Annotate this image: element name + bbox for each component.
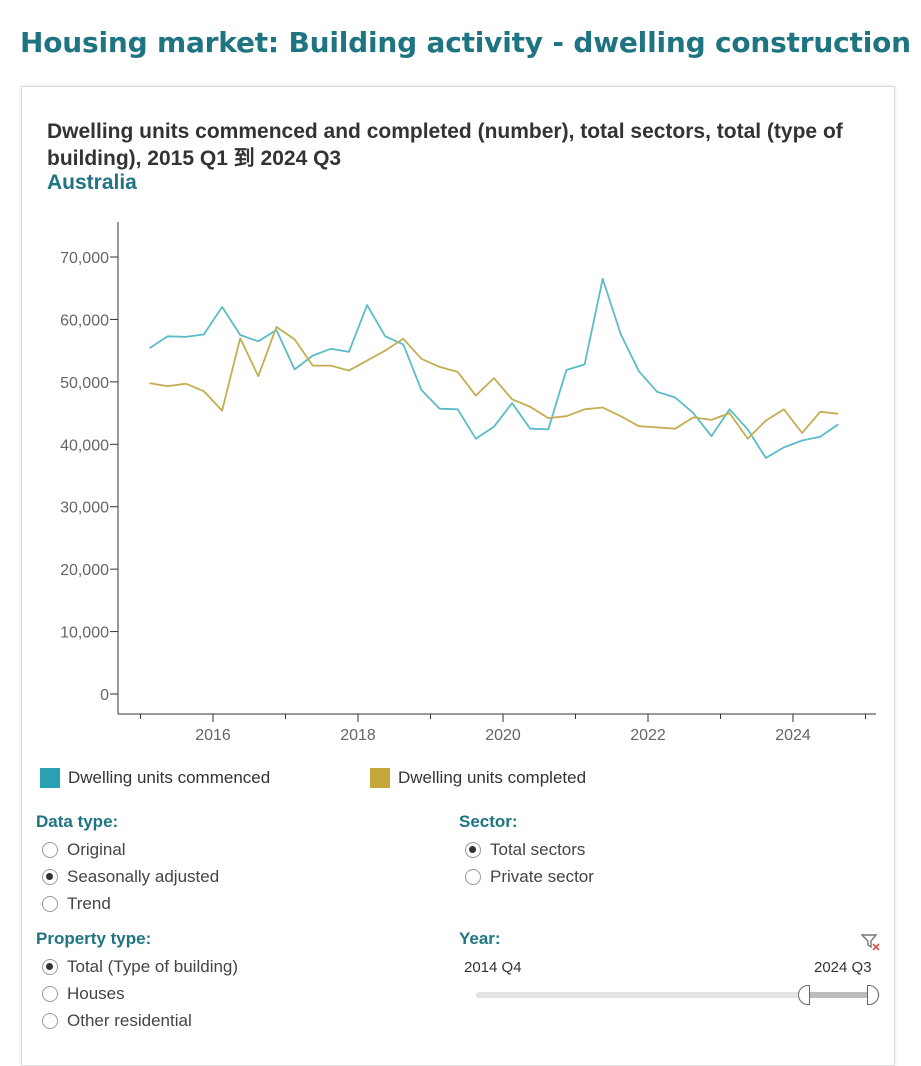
chart-card	[21, 86, 895, 1066]
x-axis: 2016 2018 2020 2022 2024	[118, 713, 876, 744]
radio-label: Trend	[67, 894, 111, 913]
y-tick-label: 60,000	[60, 312, 109, 329]
year-range-max: 2024 Q3	[814, 959, 872, 976]
radio-label: Total sectors	[490, 840, 586, 859]
series-line-completed[interactable]	[149, 326, 839, 440]
radio-circle[interactable]	[42, 1013, 58, 1029]
filter-clear-icon[interactable]	[861, 933, 881, 951]
legend-item-commenced[interactable]: Dwelling units commenced	[40, 768, 270, 788]
series-line-commenced[interactable]	[149, 278, 839, 459]
series-layer	[149, 278, 839, 459]
property-type-heading: Property type:	[36, 929, 152, 948]
legend-label-completed: Dwelling units completed	[398, 768, 587, 787]
line-chart: 0 10,000 20,000 30,000 40,000 50,000 60,000 70,…	[60, 222, 876, 744]
chart-subtitle: Australia	[47, 171, 137, 194]
chart-title: Dwelling units commenced and completed (…	[47, 120, 843, 170]
radio-label: Original	[67, 840, 126, 859]
y-tick-label: 10,000	[60, 625, 109, 642]
legend-item-completed[interactable]: Dwelling units completed	[370, 768, 586, 788]
radio-circle[interactable]	[465, 842, 481, 858]
radio-original[interactable]: Original	[42, 840, 126, 860]
x-tick-label: 2020	[485, 727, 521, 744]
radio-circle[interactable]	[42, 959, 58, 975]
radio-label: Other residential	[67, 1011, 192, 1030]
y-tick-label: 40,000	[60, 437, 109, 454]
sector-heading: Sector:	[459, 812, 518, 831]
radio-label: Total (Type of building)	[67, 957, 239, 976]
legend-swatch-commenced	[40, 768, 60, 788]
page-title: Housing market: Building activity - dwel…	[20, 26, 911, 59]
radio-private-sector[interactable]: Private sector	[465, 867, 594, 887]
radio-circle[interactable]	[42, 986, 58, 1002]
data-type-heading: Data type:	[36, 812, 119, 831]
year-range-min: 2014 Q4	[464, 959, 522, 976]
year-heading: Year:	[459, 929, 501, 948]
legend-swatch-completed	[370, 768, 390, 788]
x-tick-label: 2022	[630, 727, 666, 744]
y-tick-label: 70,000	[60, 250, 109, 267]
year-slider-track[interactable]	[476, 992, 880, 998]
radio-label: Private sector	[490, 867, 594, 886]
radio-seasonally-adjusted[interactable]: Seasonally adjusted	[42, 867, 219, 887]
radio-circle[interactable]	[42, 869, 58, 885]
radio-trend[interactable]: Trend	[42, 894, 111, 914]
radio-circle[interactable]	[42, 842, 58, 858]
radio-total-sectors[interactable]: Total sectors	[465, 840, 585, 860]
x-tick-label: 2024	[775, 727, 811, 744]
year-slider-selected-range	[804, 992, 876, 998]
radio-other-residential[interactable]: Other residential	[42, 1011, 192, 1031]
x-tick-label: 2018	[340, 727, 376, 744]
legend-label-commenced: Dwelling units commenced	[68, 768, 271, 787]
y-tick-label: 50,000	[60, 375, 109, 392]
x-tick-label: 2016	[195, 727, 231, 744]
radio-circle[interactable]	[42, 896, 58, 912]
y-axis: 0 10,000 20,000 30,000 40,000 50,000 60,000 70,…	[60, 222, 119, 714]
radio-houses[interactable]: Houses	[42, 984, 125, 1004]
radio-label: Seasonally adjusted	[67, 867, 220, 886]
radio-total-type-of-building[interactable]: Total (Type of building)	[42, 957, 238, 977]
y-tick-label: 0	[100, 687, 109, 704]
year-slider-handle-start[interactable]	[798, 985, 810, 1005]
radio-circle[interactable]	[465, 869, 481, 885]
y-tick-label: 30,000	[60, 500, 109, 517]
y-tick-label: 20,000	[60, 562, 109, 579]
radio-label: Houses	[67, 984, 125, 1003]
